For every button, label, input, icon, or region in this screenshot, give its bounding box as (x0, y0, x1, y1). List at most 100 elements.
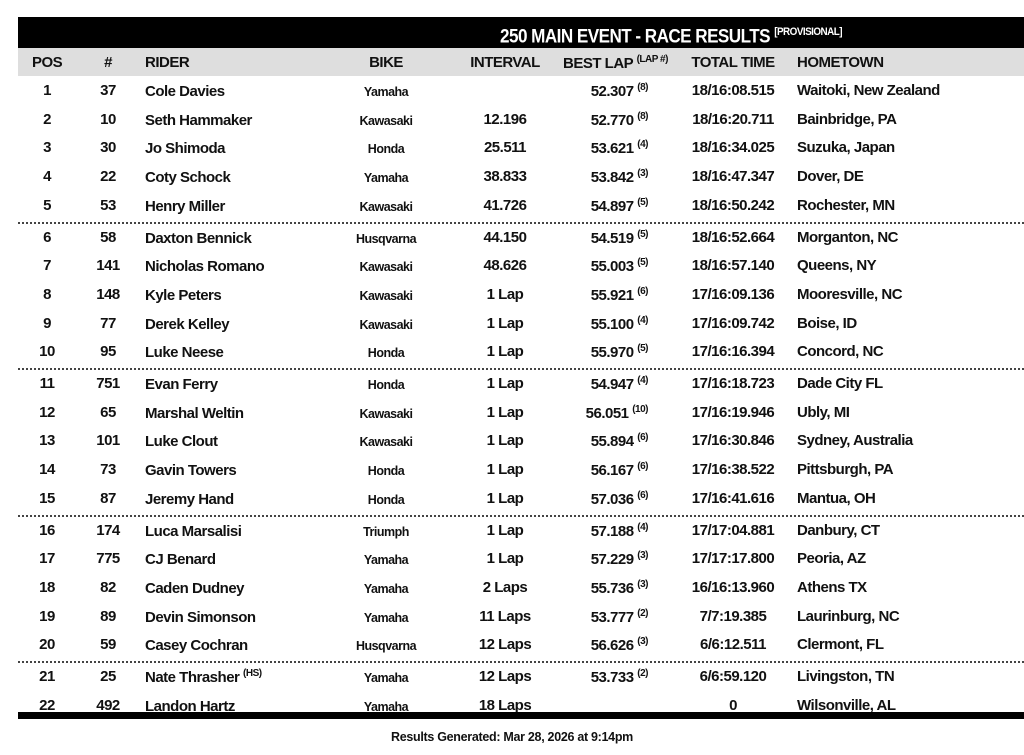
header-total-time: TOTAL TIME (691, 54, 775, 71)
rider-cell: Henry Miller (145, 197, 225, 215)
position: 18 (39, 578, 55, 596)
bike-number: 141 (96, 257, 120, 275)
best-lap-cell: 54.897 (5) (548, 197, 649, 215)
best-lap-number: (4) (637, 521, 648, 533)
best-lap: 54.947 (590, 376, 634, 393)
best-lap-cell: 54.947 (4) (548, 375, 649, 393)
best-lap: 56.051 (585, 404, 629, 422)
rider-cell: Gavin Towers (145, 461, 237, 479)
best-lap-number: (8) (637, 82, 648, 93)
best-lap: 54.897 (590, 197, 634, 215)
position: 22 (39, 696, 55, 714)
total-time: 18/16:34.025 (691, 139, 775, 157)
bike-number: 87 (100, 489, 116, 507)
position: 15 (39, 489, 55, 507)
bike-brand: Yamaha (363, 85, 409, 99)
bike-brand: Kawasaki (359, 435, 413, 450)
best-lap-cell: 55.100 (4) (548, 314, 649, 333)
rider-cell: Evan Ferry (145, 375, 218, 393)
total-time: 17/17:04.881 (691, 521, 775, 539)
hometown: Dade City FL (797, 375, 883, 392)
bike-brand: Kawasaki (359, 317, 413, 332)
table-row: 21 25 Nate Thrasher (HS) Yamaha 12 Laps 53.73… (18, 663, 1024, 691)
table-row: 10 95 Luke Neese Honda 1 Lap 55.970 (5) 17/16… (18, 338, 1024, 366)
rider-cell: Nicholas Romano (145, 257, 265, 275)
bike-brand: Kawasaki (359, 199, 413, 214)
best-lap: 55.970 (590, 344, 634, 362)
table-row: 1 37 Cole Davies Yamaha 52.307 (8) 18/16:08.… (18, 77, 1024, 105)
bike-brand: Husqvarna (355, 231, 417, 246)
position: 10 (39, 343, 55, 361)
title-bar: 250 MAIN EVENT - RACE RESULTS [PROVISION… (18, 17, 1024, 48)
interval: 1 Lap (486, 285, 524, 303)
group-separator (18, 514, 1024, 517)
best-lap-number: (10) (632, 403, 648, 415)
best-lap: 53.777 (590, 608, 634, 626)
page-title: 250 MAIN EVENT - RACE RESULTS (499, 26, 771, 48)
best-lap-number: (4) (637, 375, 648, 386)
rider-name: Cole Davies (145, 83, 225, 100)
best-lap-number: (4) (637, 314, 648, 326)
table-row: 3 30 Jo Shimoda Honda 25.511 53.621 (4) 18/16… (18, 134, 1024, 162)
best-lap-cell: 57.036 (6) (548, 490, 649, 508)
rider-cell: Caden Dudney (145, 579, 245, 597)
rider-name: Henry Miller (145, 197, 225, 215)
best-lap-cell: 53.842 (3) (548, 168, 649, 186)
bike-brand: Husqvarna (355, 639, 417, 654)
best-lap-number: (6) (637, 432, 648, 444)
rider-name: Jeremy Hand (145, 490, 234, 508)
table-row: 6 58 Daxton Bennick Husqvarna 44.150 54.519 … (18, 224, 1024, 252)
total-time: 7/7:19.385 (699, 607, 767, 625)
table-row: 17 775 CJ Benard Yamaha 1 Lap 57.229 (3) 17/1… (18, 545, 1024, 573)
bike-number: 751 (96, 375, 120, 392)
bike-number: 95 (100, 343, 116, 361)
header-best-lap: BEST LAP (LAP #) (563, 54, 668, 72)
total-time: 18/16:47.347 (691, 168, 775, 186)
best-lap: 52.770 (590, 111, 634, 129)
position: 9 (43, 314, 51, 332)
best-lap-cell: 54.519 (5) (548, 229, 649, 247)
bottom-rule (18, 712, 1024, 719)
table-row: 7 141 Nicholas Romano Kawasaki 48.626 55.003… (18, 252, 1024, 280)
best-lap: 56.626 (590, 637, 634, 655)
bike-number: 148 (96, 285, 120, 303)
hometown: Peoria, AZ (797, 550, 866, 568)
total-time: 0 (729, 696, 737, 714)
table-row: 2 10 Seth Hammaker Kawasaki 12.196 52.770 (8… (18, 106, 1024, 134)
position: 17 (39, 550, 55, 568)
table-row: 5 53 Henry Miller Kawasaki 41.726 54.897 (5)… (18, 192, 1024, 220)
interval: 44.150 (483, 228, 527, 246)
header-hometown: HOMETOWN (797, 54, 884, 71)
rider-name: Daxton Bennick (145, 229, 252, 247)
position: 13 (39, 432, 55, 450)
interval: 38.833 (483, 168, 527, 186)
best-lap-cell: 52.770 (8) (548, 111, 649, 129)
position: 19 (39, 607, 55, 625)
bike-number: 89 (100, 607, 116, 625)
hometown: Bainbridge, PA (797, 110, 897, 128)
bike-number: 25 (100, 668, 116, 685)
best-lap-cell: 56.051 (10) (548, 403, 649, 422)
position: 5 (43, 196, 51, 214)
interval: 11 Laps (479, 607, 531, 625)
table-row: 15 87 Jeremy Hand Honda 1 Lap 57.036 (6) 17/1… (18, 485, 1024, 513)
total-time: 17/16:19.946 (691, 403, 775, 421)
best-lap-number: (3) (637, 636, 648, 648)
hometown: Athens TX (797, 578, 867, 596)
table-row: 9 77 Derek Kelley Kawasaki 1 Lap 55.100 (4) 1… (18, 310, 1024, 338)
bike-number: 101 (96, 432, 120, 450)
best-lap-number: (5) (637, 343, 648, 355)
bike-brand: Yamaha (363, 671, 409, 685)
rider-name: Kyle Peters (145, 286, 222, 304)
interval: 1 Lap (486, 461, 524, 479)
rider-cell: Seth Hammaker (145, 111, 252, 129)
rider-cell: Jeremy Hand (145, 490, 234, 508)
table-row: 16 174 Luca Marsalisi Triumph 1 Lap 57.188 (… (18, 517, 1024, 545)
table-header: POS # RIDER BIKE INTERVAL BEST LAP (LAP … (18, 48, 1024, 76)
group-separator (18, 661, 1024, 663)
interval: 25.511 (483, 139, 527, 157)
bike-number: 174 (96, 521, 120, 539)
best-lap: 54.519 (590, 229, 634, 247)
results-generated: Results Generated: Mar 28, 2026 at 9:14p… (391, 730, 633, 744)
rider-name: Caden Dudney (145, 579, 245, 597)
